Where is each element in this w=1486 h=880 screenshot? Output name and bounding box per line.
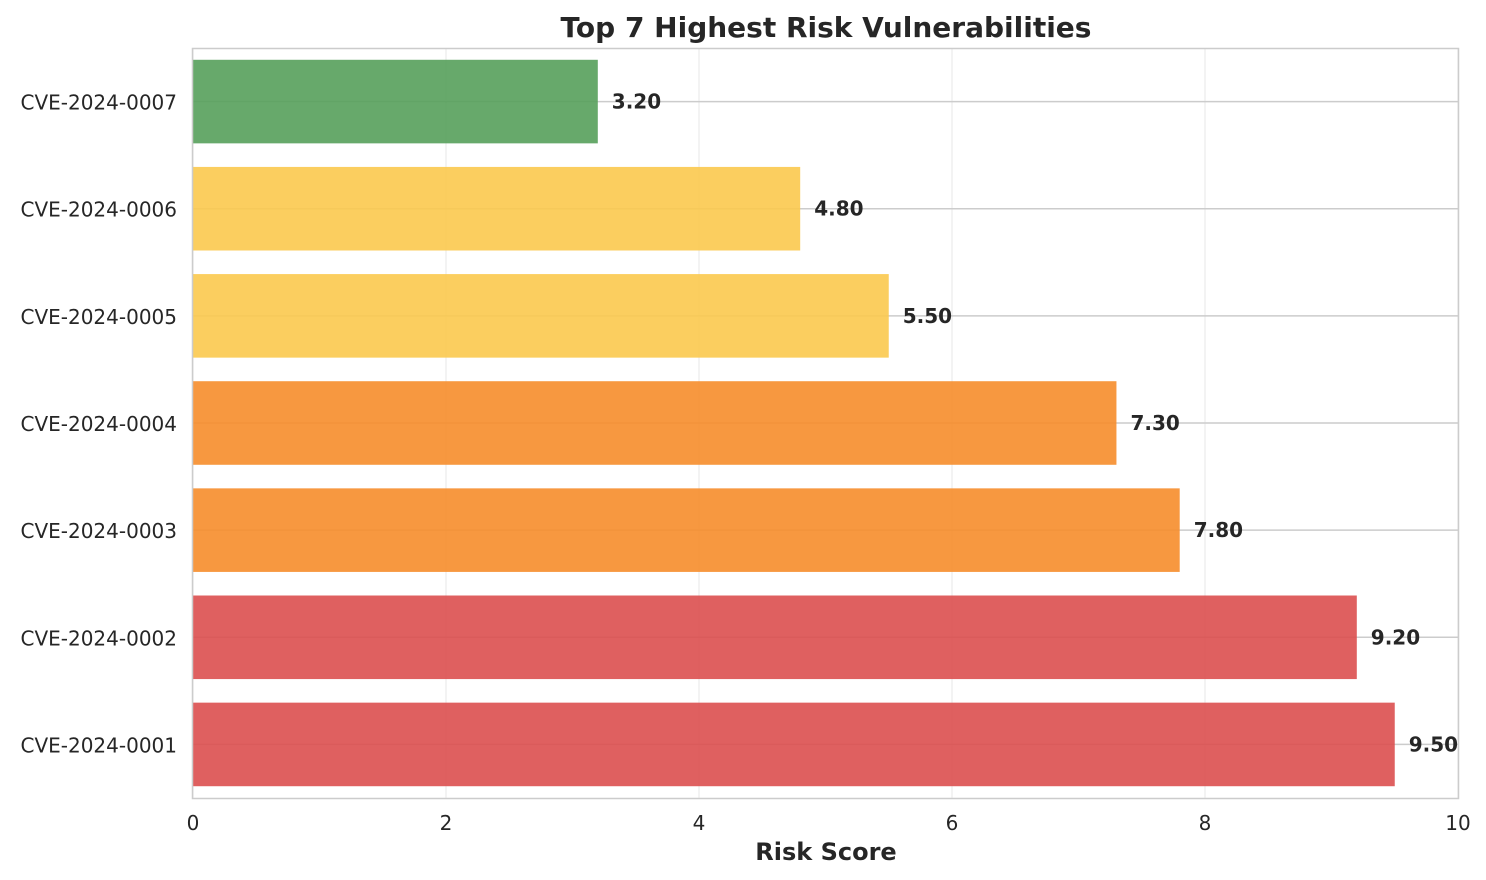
bar-value-label: 7.80 — [1194, 518, 1243, 542]
bar — [193, 488, 1180, 572]
bar — [193, 702, 1395, 787]
y-tick-label: CVE-2024-0002 — [20, 626, 177, 650]
bar — [193, 381, 1117, 465]
x-axis-label: Risk Score — [755, 838, 896, 866]
bar — [193, 274, 889, 358]
bar-value-label: 9.50 — [1409, 732, 1458, 756]
x-axis-ticks: 0 2 4 6 8 10 — [187, 811, 1471, 835]
x-tick-label: 2 — [440, 811, 453, 835]
y-tick-label: CVE-2024-0005 — [20, 305, 177, 329]
y-axis-ticks: CVE-2024-0007 CVE-2024-0006 CVE-2024-0005 C… — [20, 91, 177, 758]
y-tick-label: CVE-2024-0007 — [20, 91, 177, 115]
x-tick-label: 6 — [946, 811, 959, 835]
bar-value-label: 7.30 — [1130, 411, 1179, 435]
bar-value-label: 9.20 — [1371, 625, 1420, 649]
x-tick-label: 10 — [1445, 811, 1470, 835]
bar-value-label: 3.20 — [612, 90, 661, 114]
y-tick-label: CVE-2024-0001 — [20, 733, 177, 757]
bar-value-label: 5.50 — [903, 304, 952, 328]
bar-value-label: 4.80 — [814, 197, 863, 221]
chart-title: Top 7 Highest Risk Vulnerabilities — [561, 11, 1092, 44]
x-tick-label: 4 — [693, 811, 706, 835]
x-tick-label: 8 — [1199, 811, 1212, 835]
y-tick-label: CVE-2024-0006 — [20, 198, 177, 222]
plot-frame — [191, 47, 1460, 800]
bars — [193, 59, 1395, 787]
bar — [193, 166, 801, 251]
y-tick-label: CVE-2024-0003 — [20, 519, 177, 543]
value-labels: 3.20 4.80 5.50 7.30 7.80 9.20 9.50 — [612, 90, 1458, 757]
y-tick-label: CVE-2024-0004 — [20, 412, 177, 436]
bar — [193, 595, 1357, 680]
bar — [193, 59, 598, 144]
x-tick-label: 0 — [187, 811, 200, 835]
